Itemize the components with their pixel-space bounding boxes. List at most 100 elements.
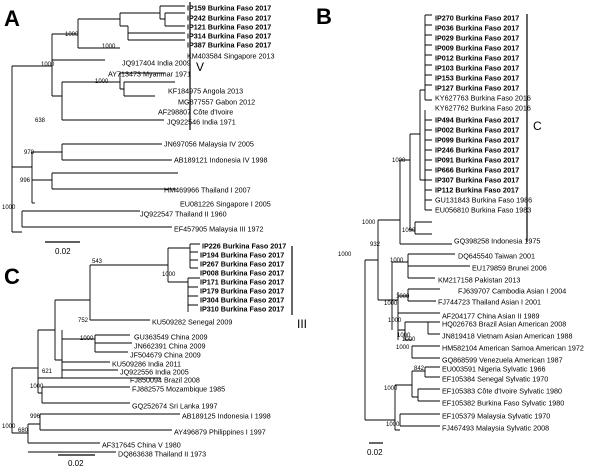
bootstrap-value: 621 xyxy=(42,369,53,375)
tip-label: IP112 Burkina Faso 2017 xyxy=(435,186,519,195)
tip-label: IP310 Burkina Faso 2017 xyxy=(200,305,284,314)
tip-label: EU056810 Burkina Faso 1983 xyxy=(435,206,531,215)
tip-label: IP121 Burkina Faso 2017 xyxy=(187,23,271,32)
bootstrap-value: 1000 xyxy=(41,62,55,68)
tip-label: IP242 Burkina Faso 2017 xyxy=(187,14,271,23)
tip-label: IP270 Burkina Faso 2017 xyxy=(435,14,519,23)
bootstrap-value: 1000 xyxy=(338,252,352,258)
tip-label: IP494 Burkina Faso 2017 xyxy=(435,116,519,125)
panel-a-scale-label: 0.02 xyxy=(55,247,71,256)
tip-label: JQ922546 India 1971 xyxy=(167,118,236,127)
panel-a: A V 0.02 xyxy=(4,2,204,256)
bootstrap-value: 1000 xyxy=(65,32,79,38)
tip-label: IP099 Burkina Faso 2017 xyxy=(435,136,519,145)
panel-b: B xyxy=(316,4,542,457)
tip-label: JN662391 China 2009 xyxy=(134,342,206,351)
tip-label: JN697056 Malaysia IV 2005 xyxy=(164,140,254,149)
bootstrap-value: 1000 xyxy=(384,386,398,392)
tip-label: MG877557 Gabon 2012 xyxy=(178,98,255,107)
panel-a-label: A xyxy=(4,6,20,31)
tip-label: KM403584 Singapore 2013 xyxy=(187,52,275,61)
tip-label: IP179 Burkina Faso 2017 xyxy=(200,287,284,296)
bootstrap-value: 1000 xyxy=(396,345,410,351)
bootstrap-value: 978 xyxy=(24,150,35,156)
bootstrap-value: 1000 xyxy=(402,337,416,343)
tip-label: IP103 Burkina Faso 2017 xyxy=(435,64,519,73)
bootstrap-value: 1000 xyxy=(386,422,400,428)
bootstrap-value: 1000 xyxy=(80,336,94,342)
bootstrap-value: 996 xyxy=(30,414,41,420)
panel-c: C III 0.02 xyxy=(4,243,307,467)
bootstrap-value: 1000 xyxy=(95,79,109,85)
bootstrap-value: 932 xyxy=(370,242,381,248)
tip-label: JQ917404 India 2009 xyxy=(122,59,191,68)
tip-label: IP153 Burkina Faso 2017 xyxy=(435,74,519,83)
tip-label: KF184975 Angola 2013 xyxy=(168,87,243,96)
bootstrap-value: 1000 xyxy=(402,228,416,234)
tip-label: AB189125 Indonesia I 1998 xyxy=(182,412,271,421)
tip-label: EF105382 Burkina Faso Sylvatic 1980 xyxy=(442,399,564,408)
tip-label: AF317645 China V 1980 xyxy=(102,441,181,450)
panel-c-tree-branches xyxy=(11,243,200,453)
tip-label: IP012 Burkina Faso 2017 xyxy=(435,54,519,63)
tip-label: JQ922556 India 2005 xyxy=(120,368,189,377)
tip-label: IP009 Burkina Faso 2017 xyxy=(435,44,519,53)
tip-label: GQ868599 Venezuela American 1987 xyxy=(442,356,563,365)
tip-label: DQ645540 Taiwan 2001 xyxy=(458,252,535,261)
bootstrap-value: 1000 xyxy=(102,44,116,50)
panel-c-group-label: III xyxy=(297,317,307,331)
tip-label: FJ744723 Thailand Asian I 2001 xyxy=(438,298,541,307)
tip-label: IP246 Burkina Faso 2017 xyxy=(435,146,519,155)
bootstrap-value: 842 xyxy=(414,366,425,372)
panel-b-tree-branches xyxy=(364,14,470,431)
tip-label: IP304 Burkina Faso 2017 xyxy=(200,296,284,305)
tip-label: IP194 Burkina Faso 2017 xyxy=(200,251,284,260)
bootstrap-value: 1000 xyxy=(162,272,176,278)
panel-a-group-label: V xyxy=(196,60,204,74)
bootstrap-value: 1000 xyxy=(2,424,16,430)
bootstrap-value: 996 xyxy=(20,178,31,184)
tip-label: EF105379 Malaysia Sylvatic 1970 xyxy=(442,412,550,421)
bootstrap-value: 1000 xyxy=(362,220,376,226)
bootstrap-value: 1000 xyxy=(384,301,398,307)
tip-label: FJ467493 Malaysia Sylvatic 2008 xyxy=(442,424,549,433)
bootstrap-value: 1000 xyxy=(388,318,402,324)
tip-label: IP171 Burkina Faso 2017 xyxy=(200,278,284,287)
tip-label: AF298807 Côte d'Ivoire xyxy=(158,108,233,117)
panel-b-scale-label: 0.02 xyxy=(367,448,383,457)
bootstrap-value: 680 xyxy=(18,428,29,434)
tip-label: IP666 Burkina Faso 2017 xyxy=(435,166,519,175)
tip-label: FJ850094 Brazil 2008 xyxy=(130,376,200,385)
panel-b-group-label: C xyxy=(533,119,542,133)
tip-label: AF204177 China Asian II 1989 xyxy=(442,312,540,321)
tip-label: JQ922547 Thailand II 1960 xyxy=(140,210,227,219)
tip-label: HM582104 American Samoa American 1972 xyxy=(442,344,584,353)
tip-label: KM217158 Pakistan 2013 xyxy=(438,276,520,285)
tip-label: EU003591 Nigeria Sylvatic 1966 xyxy=(442,365,545,374)
tip-label: GU131843 Burkina Faso 1986 xyxy=(435,196,532,205)
panel-c-scale-label: 0.02 xyxy=(68,459,84,467)
tip-label: KY627762 Burkina Faso 2016 xyxy=(435,104,531,113)
tip-label: EF457905 Malaysia III 1972 xyxy=(174,225,264,234)
tip-label: JF504679 China 2009 xyxy=(130,351,201,360)
tip-label: GQ398258 Indonesia 1975 xyxy=(454,237,540,246)
panel-c-label: C xyxy=(4,264,20,289)
tip-label: HM469966 Thailand I 2007 xyxy=(164,186,251,195)
tip-label: EF105384 Senegal Sylvatic 1970 xyxy=(442,375,548,384)
bootstrap-value: 752 xyxy=(78,318,89,324)
bootstrap-value: 1000 xyxy=(30,384,44,390)
panel-a-tree-branches xyxy=(11,5,185,233)
bootstrap-values: 1000100010001000638978996100010001000932… xyxy=(2,32,425,434)
tip-label: IP091 Burkina Faso 2017 xyxy=(435,156,519,165)
tip-label: IP008 Burkina Faso 2017 xyxy=(200,269,284,278)
tip-label: IP002 Burkina Faso 2017 xyxy=(435,126,519,135)
tip-label: JN819418 Vietnam Asian American 1988 xyxy=(442,332,573,341)
tip-label: EU179859 Brunei 2006 xyxy=(472,264,547,273)
bootstrap-value: 1000 xyxy=(390,258,404,264)
bootstrap-value: 543 xyxy=(92,259,103,265)
tip-label: IP267 Burkina Faso 2017 xyxy=(200,260,284,269)
tip-label: IP314 Burkina Faso 2017 xyxy=(187,32,271,41)
tip-label: GQ252674 Sri Lanka 1997 xyxy=(132,402,218,411)
